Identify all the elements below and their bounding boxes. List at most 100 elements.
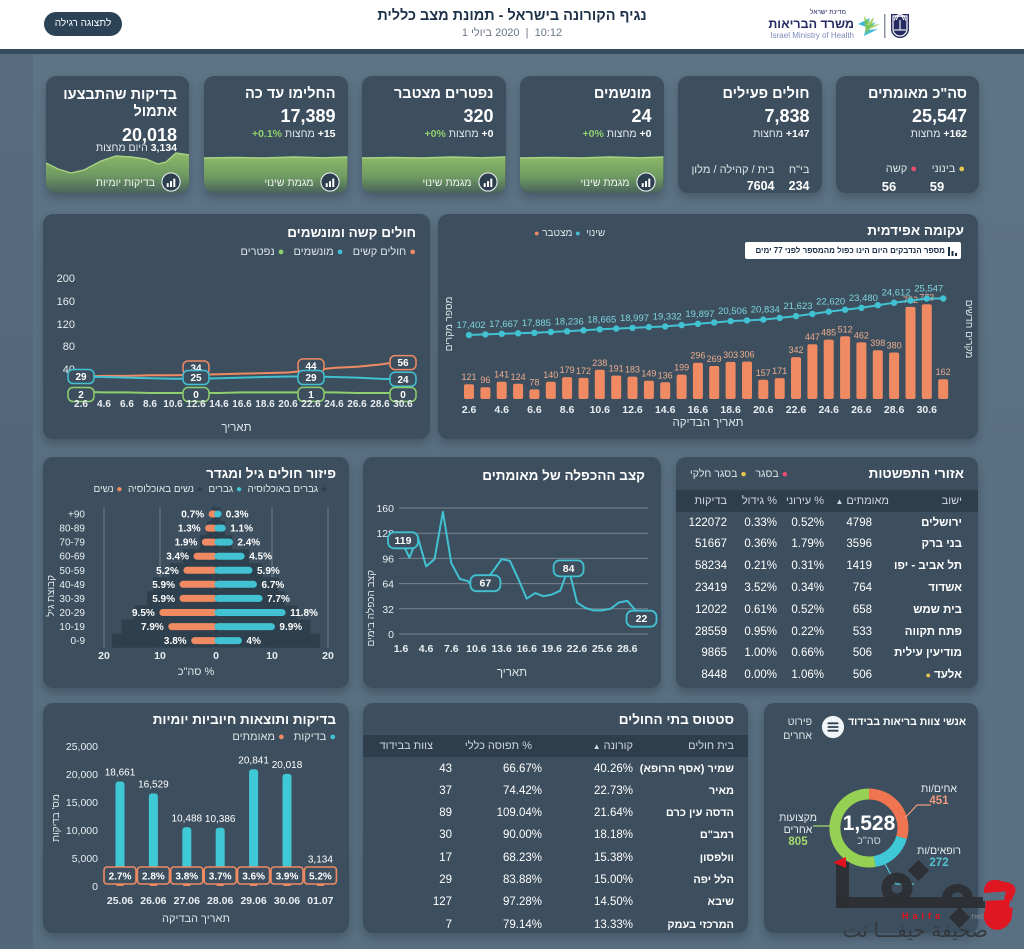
- svg-text:29: 29: [75, 372, 87, 383]
- svg-text:191: 191: [609, 364, 624, 374]
- svg-text:30.6: 30.6: [917, 404, 938, 416]
- svg-text:238: 238: [592, 358, 607, 368]
- svg-text:14.6: 14.6: [655, 404, 676, 416]
- svg-text:26.06: 26.06: [140, 895, 166, 907]
- svg-text:16.6: 16.6: [516, 643, 537, 655]
- svg-text:171: 171: [772, 366, 787, 376]
- svg-text:121: 121: [461, 372, 476, 382]
- svg-text:6.7%: 6.7%: [262, 580, 285, 591]
- svg-text:12.6: 12.6: [186, 399, 206, 410]
- svg-text:20,506: 20,506: [718, 306, 747, 317]
- svg-text:14.6: 14.6: [209, 399, 229, 410]
- svg-text:183: 183: [625, 365, 640, 375]
- svg-text:2.6: 2.6: [74, 399, 88, 410]
- svg-text:01.07: 01.07: [307, 895, 333, 907]
- svg-text:306: 306: [739, 350, 754, 360]
- svg-text:24,612: 24,612: [882, 288, 911, 299]
- svg-text:20: 20: [98, 650, 110, 662]
- svg-text:1.3%: 1.3%: [178, 524, 201, 535]
- svg-text:0.7%: 0.7%: [181, 510, 204, 521]
- svg-text:7.6: 7.6: [444, 643, 459, 655]
- svg-text:6.6: 6.6: [527, 404, 542, 416]
- svg-text:0: 0: [400, 390, 406, 401]
- svg-text:3.8%: 3.8%: [164, 636, 187, 647]
- svg-text:199: 199: [674, 363, 689, 373]
- svg-text:3.8%: 3.8%: [175, 872, 198, 883]
- svg-text:3.4%: 3.4%: [166, 552, 189, 563]
- svg-text:6.6: 6.6: [120, 399, 134, 410]
- svg-text:160: 160: [57, 296, 75, 308]
- svg-text:.net: .net: [969, 911, 984, 921]
- svg-text:10: 10: [154, 650, 166, 662]
- svg-text:מקרים חדשים: מקרים חדשים: [963, 300, 974, 359]
- svg-text:5.2%: 5.2%: [309, 872, 332, 883]
- svg-text:141: 141: [494, 370, 509, 380]
- svg-text:40-49: 40-49: [59, 580, 85, 591]
- svg-text:30.6: 30.6: [393, 399, 413, 410]
- svg-text:4.6: 4.6: [97, 399, 111, 410]
- svg-text:140: 140: [543, 370, 558, 380]
- svg-text:380: 380: [887, 341, 902, 351]
- svg-text:28.6: 28.6: [884, 404, 905, 416]
- svg-text:0: 0: [193, 390, 199, 401]
- svg-text:17,885: 17,885: [522, 318, 551, 329]
- svg-text:20,018: 20,018: [272, 760, 303, 771]
- svg-text:157: 157: [756, 368, 771, 378]
- svg-text:10-19: 10-19: [59, 622, 85, 633]
- svg-text:20: 20: [322, 650, 334, 662]
- svg-text:67: 67: [480, 578, 492, 590]
- svg-text:מס' בדיקות: מס' בדיקות: [51, 794, 62, 842]
- svg-text:447: 447: [805, 332, 820, 342]
- svg-text:+90: +90: [68, 510, 85, 521]
- svg-text:1.6: 1.6: [394, 643, 409, 655]
- svg-text:0.3%: 0.3%: [226, 510, 249, 521]
- svg-text:70-79: 70-79: [59, 538, 85, 549]
- svg-text:3,134: 3,134: [308, 854, 333, 865]
- svg-text:56: 56: [397, 358, 409, 369]
- svg-text:16.6: 16.6: [232, 399, 252, 410]
- svg-text:3.9%: 3.9%: [276, 872, 299, 883]
- svg-text:13.6: 13.6: [491, 643, 512, 655]
- svg-text:28.6: 28.6: [617, 643, 638, 655]
- svg-text:149: 149: [641, 369, 656, 379]
- svg-text:0-9: 0-9: [71, 636, 86, 647]
- svg-text:0: 0: [92, 881, 98, 893]
- svg-text:25: 25: [190, 373, 202, 384]
- svg-text:1.9%: 1.9%: [175, 538, 198, 549]
- svg-text:16,529: 16,529: [138, 779, 169, 790]
- svg-text:4.6: 4.6: [494, 404, 509, 416]
- svg-text:4%: 4%: [246, 636, 261, 647]
- svg-text:17,667: 17,667: [489, 319, 518, 330]
- svg-text:50-59: 50-59: [59, 566, 85, 577]
- svg-text:2.4%: 2.4%: [237, 538, 260, 549]
- svg-text:30-39: 30-39: [59, 594, 85, 605]
- svg-text:25,000: 25,000: [66, 741, 98, 753]
- svg-text:200: 200: [57, 273, 75, 285]
- svg-text:4.6: 4.6: [419, 643, 434, 655]
- svg-text:מספר מקרים: מספר מקרים: [444, 297, 455, 352]
- svg-text:18.6: 18.6: [720, 404, 741, 416]
- svg-text:80: 80: [63, 341, 75, 353]
- svg-text:0: 0: [213, 650, 219, 662]
- svg-text:20-29: 20-29: [59, 608, 85, 619]
- svg-text:398: 398: [870, 338, 885, 348]
- svg-text:18,665: 18,665: [587, 314, 616, 325]
- svg-text:11.8%: 11.8%: [290, 608, 318, 619]
- svg-text:10: 10: [266, 650, 278, 662]
- svg-text:5.9%: 5.9%: [152, 594, 175, 605]
- svg-text:96: 96: [382, 553, 394, 565]
- svg-text:119: 119: [395, 535, 412, 547]
- svg-text:20,000: 20,000: [66, 769, 98, 781]
- svg-text:5.9%: 5.9%: [257, 566, 280, 577]
- svg-text:Haifa: Haifa: [902, 911, 944, 921]
- svg-text:296: 296: [690, 351, 705, 361]
- svg-text:19,332: 19,332: [653, 311, 682, 322]
- svg-text:60-69: 60-69: [59, 552, 85, 563]
- svg-text:26.6: 26.6: [851, 404, 872, 416]
- svg-text:269: 269: [707, 354, 722, 364]
- svg-text:8.6: 8.6: [560, 404, 575, 416]
- svg-text:136: 136: [658, 370, 673, 380]
- svg-text:2.7%: 2.7%: [109, 872, 132, 883]
- svg-text:28.6: 28.6: [370, 399, 390, 410]
- svg-text:32: 32: [382, 604, 394, 616]
